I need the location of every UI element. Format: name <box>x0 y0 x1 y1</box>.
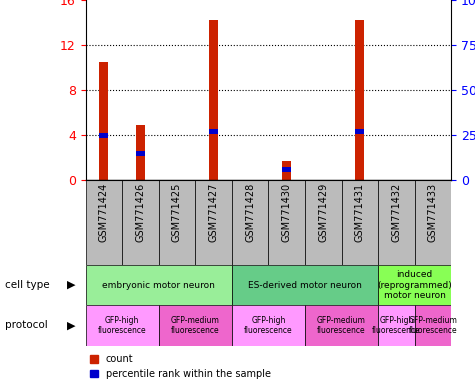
Bar <box>378 180 415 265</box>
Text: cell type: cell type <box>5 280 49 290</box>
Bar <box>209 20 218 180</box>
Bar <box>86 305 159 346</box>
Legend: count, percentile rank within the sample: count, percentile rank within the sample <box>90 354 271 379</box>
Text: protocol: protocol <box>5 320 48 331</box>
Bar <box>355 129 364 134</box>
Text: GSM771433: GSM771433 <box>428 183 438 242</box>
Text: ES-derived motor neuron: ES-derived motor neuron <box>248 281 362 290</box>
Bar <box>282 161 291 180</box>
Text: GSM771432: GSM771432 <box>391 183 401 242</box>
Bar <box>195 180 232 265</box>
Text: GSM771426: GSM771426 <box>135 183 145 242</box>
Text: ▶: ▶ <box>67 280 76 290</box>
Bar <box>136 125 145 180</box>
Bar <box>99 62 108 180</box>
Bar <box>209 129 218 134</box>
Bar <box>305 305 378 346</box>
Bar <box>159 180 195 265</box>
Text: GSM771431: GSM771431 <box>355 183 365 242</box>
Bar <box>232 180 268 265</box>
Text: GFP-high
fluorescence: GFP-high fluorescence <box>244 316 293 335</box>
Bar <box>159 305 232 346</box>
Bar <box>415 305 451 346</box>
Text: GFP-medium
fluorescence: GFP-medium fluorescence <box>408 316 457 335</box>
Bar <box>378 265 451 305</box>
Text: GSM771425: GSM771425 <box>172 183 182 242</box>
Text: embryonic motor neuron: embryonic motor neuron <box>102 281 215 290</box>
Bar <box>355 20 364 180</box>
Text: GSM771430: GSM771430 <box>282 183 292 242</box>
Bar <box>86 265 232 305</box>
Bar <box>268 180 305 265</box>
Bar <box>122 180 159 265</box>
Bar <box>305 180 342 265</box>
Text: GSM771427: GSM771427 <box>209 183 218 242</box>
Bar <box>415 180 451 265</box>
Text: induced
(reprogrammed)
motor neuron: induced (reprogrammed) motor neuron <box>377 270 452 300</box>
Bar <box>282 167 291 172</box>
Text: GSM771424: GSM771424 <box>99 183 109 242</box>
Text: GFP-high
fluorescence: GFP-high fluorescence <box>98 316 146 335</box>
Bar <box>232 305 305 346</box>
Text: GFP-high
fluorescence: GFP-high fluorescence <box>372 316 421 335</box>
Text: GSM771429: GSM771429 <box>318 183 328 242</box>
Text: ▶: ▶ <box>67 320 76 331</box>
Bar <box>232 265 378 305</box>
Text: GFP-medium
fluorescence: GFP-medium fluorescence <box>171 316 219 335</box>
Bar <box>342 180 378 265</box>
Bar <box>378 305 415 346</box>
Bar <box>86 180 122 265</box>
Bar <box>99 133 108 137</box>
Text: GFP-medium
fluorescence: GFP-medium fluorescence <box>317 316 366 335</box>
Text: GSM771428: GSM771428 <box>245 183 255 242</box>
Bar <box>136 151 145 156</box>
